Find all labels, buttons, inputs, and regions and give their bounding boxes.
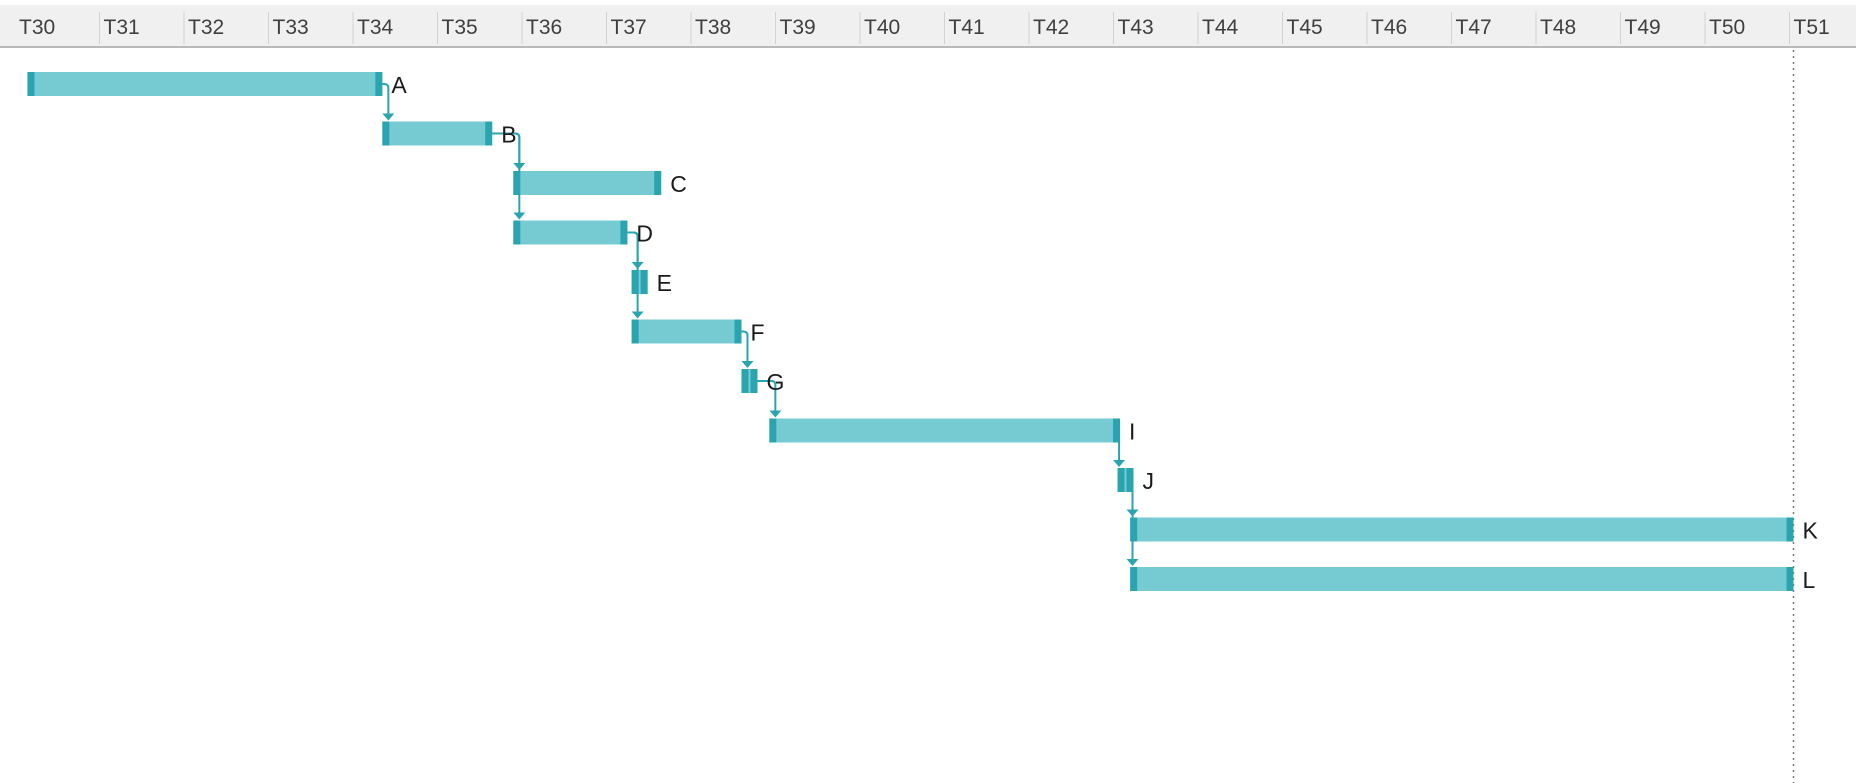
task-bar-k[interactable]: K (1130, 517, 1819, 544)
timescale-header: T30 T31 T32 T33 T34 T35 T36 T37 T38 T39 T40 T41 T42 T… (0, 5, 1856, 48)
task-label-c: C (670, 171, 687, 197)
task-label-j: J (1143, 468, 1155, 494)
timescale-ticks: T30 T31 T32 T33 T34 T35 T36 T37 T38 T39 T40 T41 T42 T… (19, 12, 1830, 44)
task-bar-body[interactable] (27, 72, 383, 96)
task-bar-f[interactable]: F (631, 319, 765, 346)
task-bar-e[interactable]: E (631, 270, 672, 296)
task-label-a: A (391, 72, 407, 98)
timescale-label-t42: T42 (1033, 16, 1069, 39)
task-bar-end-handle[interactable] (620, 220, 628, 245)
timescale-label-t50: T50 (1709, 16, 1745, 39)
task-bar-end-handle[interactable] (1786, 567, 1794, 591)
timescale-label-t47: T47 (1456, 16, 1492, 39)
timescale-label-t31: T31 (104, 16, 140, 39)
timescale-label-t43: T43 (1118, 16, 1154, 39)
dependency-g-i[interactable] (756, 380, 782, 418)
task-bar-end-handle[interactable] (654, 171, 662, 195)
task-bar-start-handle[interactable] (513, 171, 521, 195)
task-bar-start-handle[interactable] (513, 220, 521, 245)
dependency-line[interactable] (491, 132, 521, 213)
timescale-label-t30: T30 (19, 16, 55, 39)
task-bar-start-handle[interactable] (1130, 567, 1138, 591)
task-label-i: I (1129, 419, 1135, 445)
timescale-label-t45: T45 (1287, 16, 1323, 39)
task-bar-j[interactable]: J (1117, 468, 1155, 494)
task-bar-end-handle[interactable] (375, 72, 383, 96)
task-bar-start-handle[interactable] (741, 369, 749, 393)
task-bar-body[interactable] (1130, 517, 1794, 542)
timescale-label-t34: T34 (357, 16, 394, 39)
dependency-line[interactable] (756, 380, 777, 411)
timescale-label-t36: T36 (526, 16, 562, 39)
timescale-label-t51: T51 (1794, 16, 1830, 39)
task-bar-start-handle[interactable] (1130, 517, 1138, 542)
timescale-label-t39: T39 (780, 16, 816, 39)
dependency-line[interactable] (626, 231, 639, 312)
task-bar-d[interactable]: D (513, 220, 653, 247)
task-bar-start-handle[interactable] (631, 270, 639, 294)
timescale-label-t38: T38 (695, 16, 731, 39)
arrowhead-icon (631, 311, 644, 319)
timescale-label-t35: T35 (442, 16, 478, 39)
timescale-label-t40: T40 (864, 16, 900, 39)
arrowhead-icon (1113, 460, 1126, 467)
timescale-label-t32: T32 (188, 16, 224, 39)
timescale-label-t46: T46 (1371, 16, 1407, 39)
task-bar-body[interactable] (513, 220, 628, 245)
task-bar-body[interactable] (1130, 567, 1794, 591)
task-bar-c[interactable]: C (513, 171, 687, 197)
task-bar-end-handle[interactable] (485, 121, 493, 146)
task-bars: A B CDE FG IJ KL (27, 72, 1819, 593)
task-bar-l[interactable]: L (1130, 567, 1816, 593)
dependency-line[interactable] (740, 330, 749, 362)
arrowhead-icon (513, 212, 526, 220)
arrowhead-icon (1126, 559, 1139, 566)
task-label-k: K (1803, 518, 1819, 544)
task-bar-body[interactable] (513, 171, 662, 195)
task-bar-end-handle[interactable] (1786, 517, 1794, 542)
task-bar-end-handle[interactable] (1113, 418, 1121, 443)
task-bar-g[interactable]: G (741, 369, 784, 395)
timescale-label-t49: T49 (1625, 16, 1661, 39)
task-bar-start-handle[interactable] (769, 418, 777, 443)
task-bar-body[interactable] (769, 418, 1121, 443)
task-label-g: G (766, 369, 784, 395)
dependency-b-d[interactable] (491, 132, 526, 220)
task-bar-start-handle[interactable] (27, 72, 35, 96)
task-label-d: D (636, 221, 653, 247)
task-bar-body[interactable] (382, 121, 493, 146)
task-bar-i[interactable]: I (769, 418, 1135, 445)
dependency-links (381, 83, 1139, 566)
task-bar-body[interactable] (631, 319, 742, 344)
timescale-background (0, 5, 1856, 47)
task-bar-b[interactable]: B (382, 121, 517, 148)
task-bar-end-handle[interactable] (750, 369, 758, 393)
task-label-e: E (657, 270, 672, 296)
arrowhead-icon (741, 361, 754, 368)
timescale-label-t44: T44 (1202, 16, 1239, 39)
task-bar-end-handle[interactable] (734, 319, 742, 344)
dependency-d-f[interactable] (626, 231, 644, 319)
task-label-b: B (501, 122, 516, 148)
task-bar-start-handle[interactable] (1117, 468, 1125, 492)
arrowhead-icon (382, 113, 395, 121)
arrowhead-icon (769, 410, 782, 418)
timescale-label-t41: T41 (949, 16, 985, 39)
task-bar-start-handle[interactable] (631, 319, 639, 344)
task-label-f: F (750, 320, 764, 346)
dependency-a-b[interactable] (381, 83, 395, 121)
task-bar-end-handle[interactable] (640, 270, 648, 294)
timescale-label-t48: T48 (1540, 16, 1576, 39)
timescale-label-t37: T37 (611, 16, 647, 39)
task-bar-a[interactable]: A (27, 72, 407, 98)
dependency-f-g[interactable] (740, 330, 754, 369)
task-bar-end-handle[interactable] (1126, 468, 1134, 492)
task-label-l: L (1803, 567, 1816, 593)
timescale-label-t33: T33 (273, 16, 309, 39)
dependency-line[interactable] (381, 83, 390, 114)
task-bar-start-handle[interactable] (382, 121, 390, 146)
